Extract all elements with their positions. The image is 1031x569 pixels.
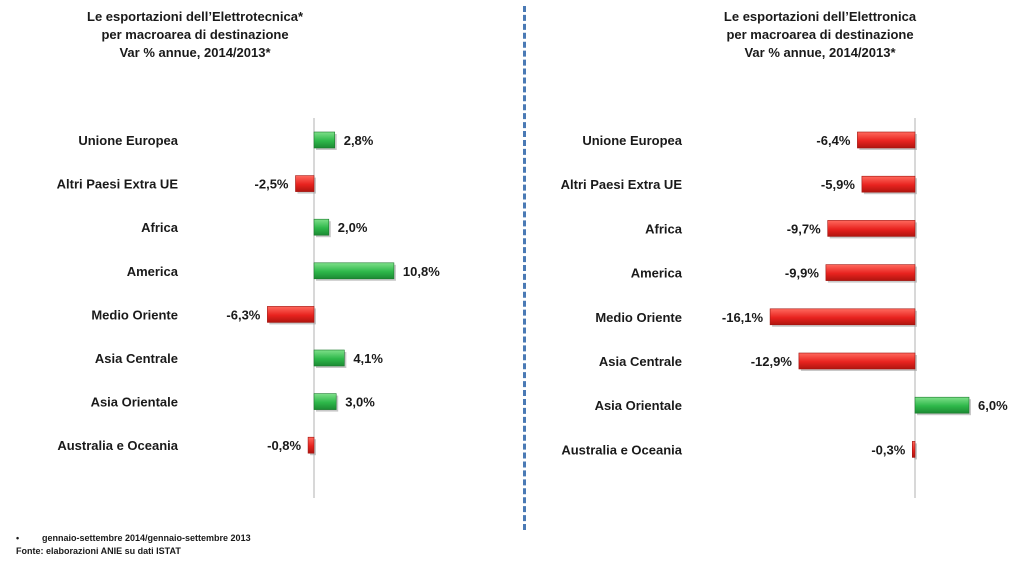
bar-negative bbox=[827, 220, 916, 237]
bar-negative bbox=[861, 175, 916, 193]
data-label: 10,8% bbox=[403, 264, 440, 279]
category-label: Asia Centrale bbox=[599, 354, 682, 369]
footnote-bullet: • bbox=[16, 533, 20, 543]
chart-title-line: per macroarea di destinazione bbox=[726, 27, 914, 42]
bar-negative bbox=[911, 441, 916, 458]
data-label: -9,7% bbox=[787, 221, 821, 236]
bar-positive bbox=[313, 393, 337, 410]
bar-negative bbox=[295, 175, 315, 192]
chart-title-line: Le esportazioni dell’Elettrotecnica* bbox=[87, 9, 303, 24]
bar-chart-svg: Unione Europea 2,8% Altri Paesi Extra UE -2… bbox=[57, 118, 440, 498]
data-label: -9,9% bbox=[785, 266, 819, 281]
data-label: -2,5% bbox=[255, 177, 289, 192]
category-label: Africa bbox=[141, 220, 179, 235]
bar-negative bbox=[769, 308, 916, 326]
category-label: Medio Oriente bbox=[595, 310, 682, 325]
category-label: Africa bbox=[645, 221, 683, 236]
chart-title-line: Var % annue, 2014/2013* bbox=[119, 45, 271, 60]
category-label: Asia Orientale bbox=[595, 398, 682, 413]
data-label: -6,4% bbox=[816, 133, 850, 148]
bar-negative bbox=[857, 131, 916, 149]
chart-elettrotecnica: Le esportazioni dell’Elettrotecnica* per… bbox=[0, 0, 520, 530]
data-label: -16,1% bbox=[722, 310, 764, 325]
chart-title: Le esportazioni dell’Elettrotecnica* per… bbox=[40, 8, 350, 62]
chart-title-line: Le esportazioni dell’Elettronica bbox=[723, 9, 917, 24]
category-label: Altri Paesi Extra UE bbox=[57, 177, 179, 192]
category-label: Australia e Oceania bbox=[561, 442, 682, 457]
bar-chart-svg: Unione Europea -6,4% Altri Paesi Extra UE -… bbox=[561, 118, 1008, 498]
footnote-period: • gennaio-settembre 2014/gennaio-settembr… bbox=[16, 532, 251, 545]
chart-title: Le esportazioni dell’Elettronica per mac… bbox=[670, 8, 970, 62]
bar-shadow bbox=[914, 443, 917, 460]
category-label: Asia Centrale bbox=[95, 351, 178, 366]
category-label: America bbox=[631, 266, 683, 281]
bar-negative bbox=[825, 264, 916, 281]
category-label: Medio Oriente bbox=[91, 307, 178, 322]
bar-positive bbox=[313, 218, 330, 236]
category-label: America bbox=[127, 264, 179, 279]
bar-negative bbox=[798, 352, 916, 370]
category-label: Unione Europea bbox=[78, 133, 178, 148]
data-label: -5,9% bbox=[821, 177, 855, 192]
bar-positive bbox=[313, 131, 336, 149]
category-label: Altri Paesi Extra UE bbox=[561, 177, 683, 192]
bar-positive bbox=[914, 396, 970, 414]
footnotes: • gennaio-settembre 2014/gennaio-settembr… bbox=[16, 532, 251, 558]
data-label: -6,3% bbox=[226, 307, 260, 322]
chart-title-line: Var % annue, 2014/2013* bbox=[744, 45, 896, 60]
chart-elettronica: Le esportazioni dell’Elettronica per mac… bbox=[530, 0, 1031, 530]
category-label: Asia Orientale bbox=[91, 395, 178, 410]
panel-divider bbox=[523, 6, 526, 530]
chart-title-line: per macroarea di destinazione bbox=[101, 27, 289, 42]
bar-negative bbox=[267, 306, 315, 323]
data-label: 2,8% bbox=[344, 133, 374, 148]
data-label: 3,0% bbox=[345, 395, 375, 410]
data-label: -12,9% bbox=[751, 354, 793, 369]
footnote-period-text: gennaio-settembre 2014/gennaio-settembre… bbox=[42, 533, 251, 543]
footnote-source: Fonte: elaborazioni ANIE su dati ISTAT bbox=[16, 546, 181, 556]
bar-negative bbox=[307, 436, 315, 454]
bar-positive bbox=[313, 349, 345, 367]
category-label: Unione Europea bbox=[582, 133, 682, 148]
data-label: -0,3% bbox=[871, 442, 905, 457]
data-label: 6,0% bbox=[978, 398, 1008, 413]
data-label: 4,1% bbox=[353, 351, 383, 366]
data-label: 2,0% bbox=[338, 220, 368, 235]
data-label: -0,8% bbox=[267, 438, 301, 453]
category-label: Australia e Oceania bbox=[57, 438, 178, 453]
bar-positive bbox=[313, 262, 395, 280]
